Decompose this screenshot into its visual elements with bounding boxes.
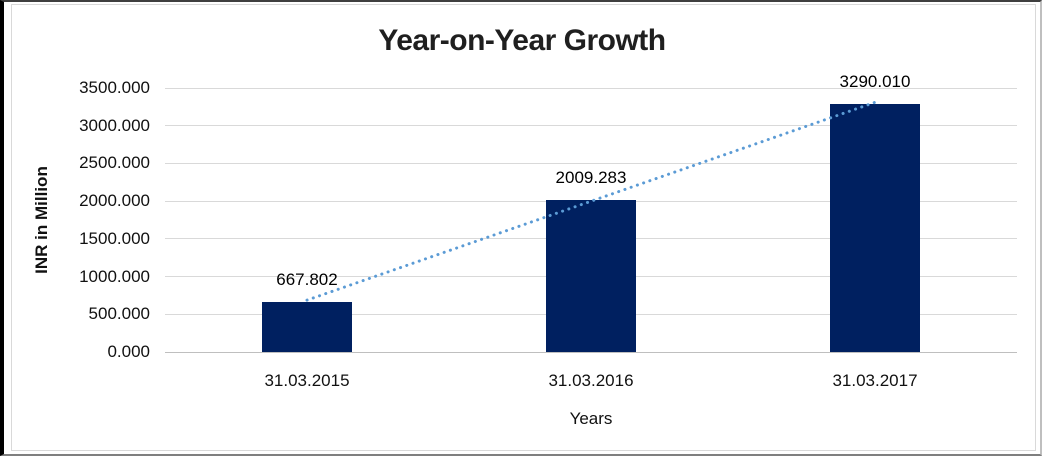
y-tick-label: 3500.000: [79, 78, 150, 97]
y-axis-tick-labels: 0.000 500.000 1000.000 1500.000 2000.000 2500…: [4, 2, 150, 454]
y-tick-label: 2500.000: [79, 153, 150, 173]
x-tick-label: 31.03.2016: [548, 371, 634, 390]
x-tick-label: 31.03.2017: [832, 371, 918, 390]
y-tick-label: 2000.000: [79, 191, 150, 211]
x-axis-title: Years: [569, 409, 613, 428]
y-tick-label: 1000.000: [79, 266, 150, 286]
bar: [262, 301, 352, 352]
bar: [830, 103, 920, 352]
gridline: [165, 87, 1017, 89]
y-tick-label: 1500.000: [79, 228, 150, 248]
data-label: 3290.010: [839, 71, 911, 91]
chart-title: Year-on-Year Growth: [378, 24, 666, 57]
gridline: [165, 125, 1017, 127]
y-tick-label: 3000.000: [79, 115, 150, 135]
x-tick-label: 31.03.2015: [264, 371, 350, 390]
data-label: 667.802: [276, 269, 338, 289]
x-axis-line: [165, 351, 1017, 353]
gridline: [165, 162, 1017, 164]
trendline: [305, 100, 877, 302]
y-tick-label: 500.000: [88, 304, 150, 324]
bar: [546, 200, 636, 352]
y-tick-label: 0.000: [107, 342, 150, 361]
plot-area: 667.802 2009.283 3290.010: [165, 72, 1017, 353]
data-label: 2009.283: [555, 168, 627, 188]
